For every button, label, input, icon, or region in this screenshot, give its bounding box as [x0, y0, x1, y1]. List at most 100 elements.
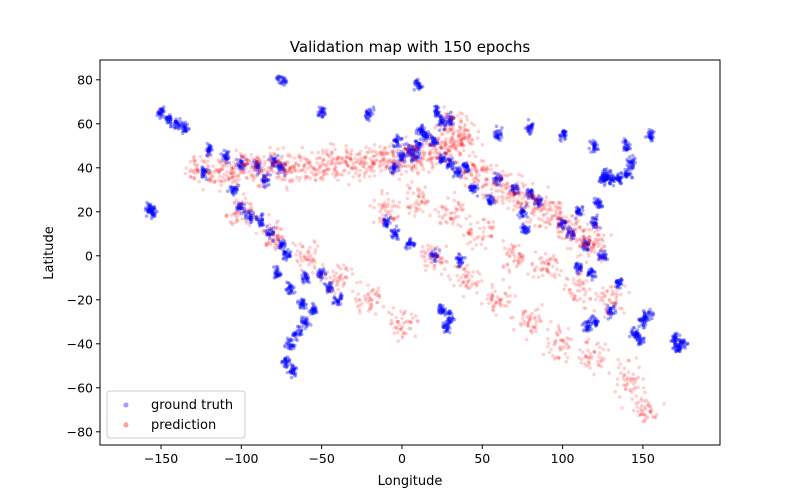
scatter-point: [237, 206, 241, 210]
scatter-point: [635, 405, 639, 409]
scatter-point: [348, 153, 353, 157]
scatter-point: [232, 160, 236, 165]
scatter-point: [254, 215, 259, 220]
scatter-point: [435, 141, 440, 145]
scatter-point: [399, 158, 404, 162]
scatter-point: [300, 320, 304, 324]
scatter-point: [282, 256, 286, 261]
scatter-point: [464, 217, 468, 221]
scatter-point: [279, 242, 283, 247]
scatter-point: [392, 162, 397, 167]
scatter-point: [559, 230, 564, 235]
scatter-point: [206, 163, 210, 168]
scatter-point: [395, 164, 399, 169]
scatter-point: [273, 271, 278, 275]
scatter-point: [276, 267, 280, 272]
scatter-point: [314, 172, 318, 176]
scatter-point: [224, 214, 229, 218]
scatter-point: [337, 299, 341, 304]
scatter-point: [261, 179, 265, 184]
scatter-point: [461, 273, 466, 277]
scatter-point: [347, 170, 351, 175]
scatter-point: [277, 164, 281, 168]
scatter-point: [448, 121, 453, 125]
scatter-point: [221, 156, 225, 160]
scatter-point: [420, 84, 425, 89]
scatter-point: [484, 246, 488, 251]
scatter-point: [445, 166, 450, 170]
scatter-point: [524, 337, 529, 342]
scatter-point: [288, 369, 293, 374]
scatter-point: [274, 274, 279, 279]
scatter-point: [461, 207, 466, 211]
scatter-point: [465, 161, 470, 165]
scatter-point: [252, 158, 257, 163]
scatter-point: [414, 139, 418, 144]
scatter-point: [275, 270, 279, 275]
scatter-point: [227, 176, 231, 181]
scatter-point: [384, 164, 389, 168]
scatter-point: [465, 282, 469, 287]
scatter-point: [426, 132, 431, 137]
scatter-point: [257, 221, 262, 226]
scatter-point: [305, 277, 310, 282]
scatter-point: [233, 186, 237, 191]
scatter-point: [457, 265, 461, 270]
scatter-point: [307, 280, 312, 285]
scatter-point: [241, 167, 245, 172]
scatter-point: [278, 245, 282, 250]
scatter-point: [425, 134, 430, 139]
scatter-point: [343, 266, 348, 271]
scatter-point: [271, 156, 276, 161]
scatter-point: [331, 142, 336, 147]
scatter-point: [282, 359, 286, 363]
scatter-point: [396, 137, 400, 142]
scatter-point: [633, 379, 637, 384]
scatter-point: [241, 192, 246, 196]
scatter-point: [425, 134, 430, 138]
scatter-point: [408, 146, 413, 151]
scatter-point: [419, 128, 424, 133]
scatter-point: [280, 166, 285, 171]
scatter-point: [599, 259, 604, 264]
scatter-point: [550, 215, 554, 219]
scatter-point: [302, 297, 306, 302]
scatter-point: [419, 124, 424, 128]
scatter-point: [400, 156, 404, 160]
scatter-point: [208, 143, 213, 148]
scatter-point: [286, 159, 290, 164]
scatter-point: [406, 241, 411, 245]
scatter-point: [225, 156, 229, 161]
scatter-point: [295, 175, 299, 180]
scatter-point: [143, 208, 148, 212]
scatter-point: [298, 301, 303, 305]
scatter-point: [299, 297, 304, 301]
scatter-point: [230, 189, 234, 193]
scatter-point: [338, 296, 342, 301]
scatter-point: [268, 223, 272, 227]
scatter-point: [304, 279, 309, 284]
scatter-point: [205, 168, 209, 172]
scatter-point: [272, 164, 277, 169]
scatter-point: [309, 323, 313, 327]
scatter-point: [396, 339, 401, 343]
scatter-point: [303, 321, 308, 325]
scatter-point: [277, 173, 281, 178]
scatter-point: [465, 118, 470, 122]
scatter-point: [420, 156, 425, 160]
scatter-point: [518, 321, 523, 326]
scatter-point: [404, 331, 408, 336]
scatter-point: [318, 268, 322, 273]
scatter-point: [332, 295, 337, 299]
scatter-point: [207, 147, 211, 151]
scatter-point: [289, 366, 294, 371]
scatter-point: [392, 162, 397, 166]
scatter-point: [278, 227, 282, 231]
scatter-point: [302, 255, 306, 259]
scatter-point: [437, 113, 442, 118]
scatter-point: [637, 324, 641, 329]
scatter-point: [643, 323, 648, 327]
scatter-point: [625, 147, 630, 151]
scatter-point: [284, 365, 289, 369]
scatter-point: [300, 145, 305, 150]
